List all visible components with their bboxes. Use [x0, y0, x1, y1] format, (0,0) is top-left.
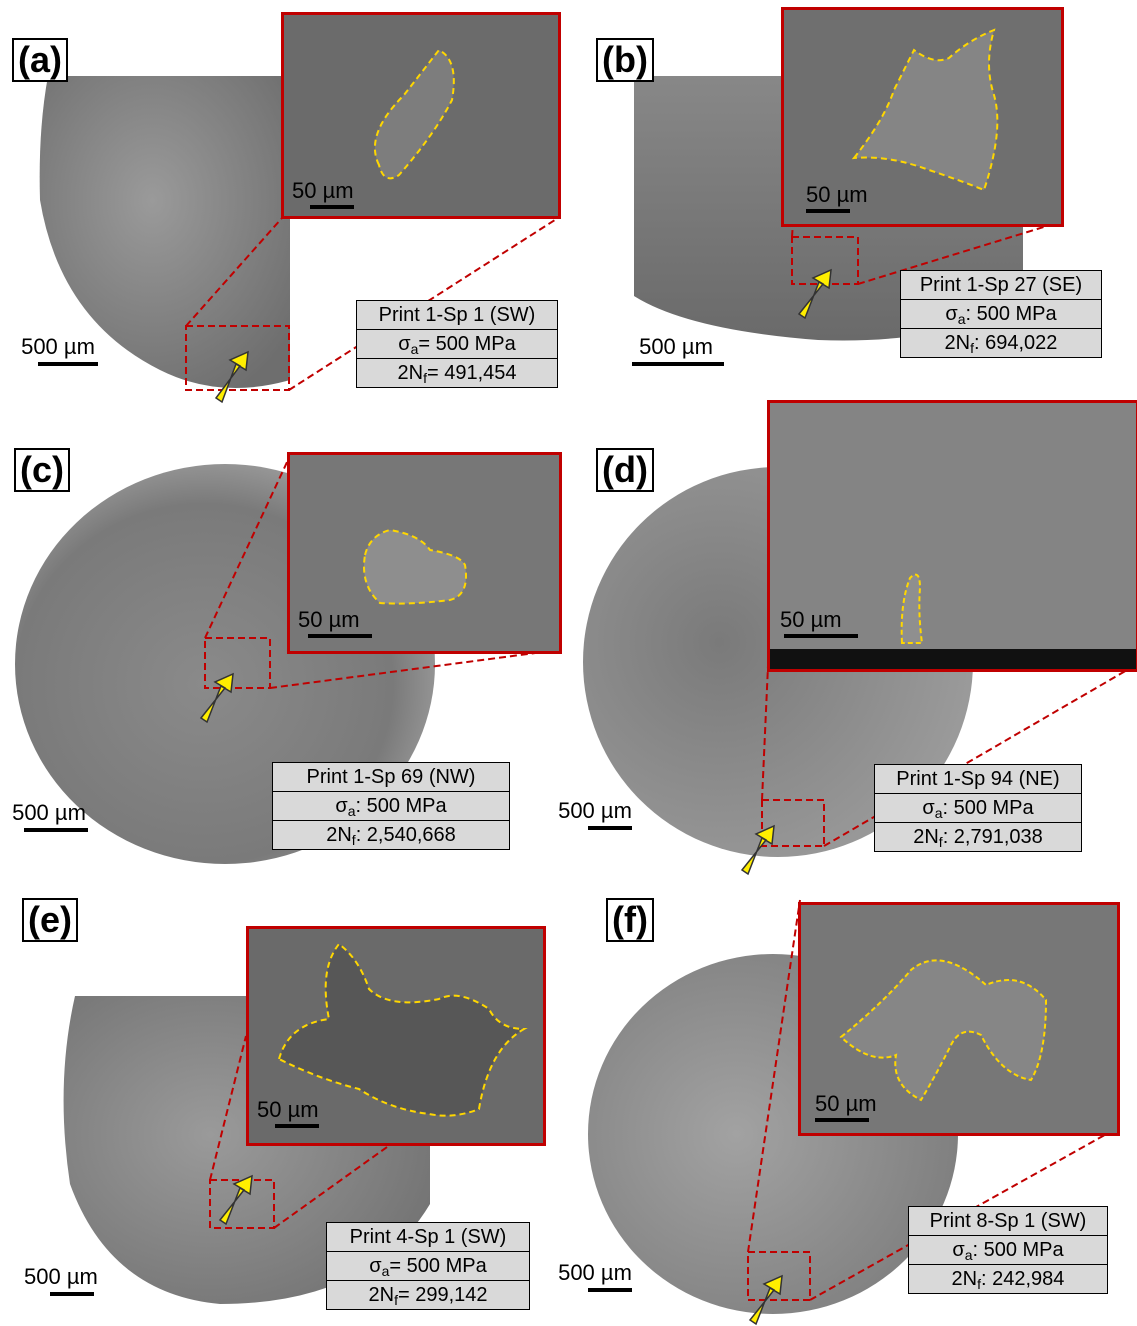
inset-image: 50 µm [281, 12, 561, 219]
specimen-info-box: Print 1-Sp 94 (NE) σa: 500 MPa 2Nf: 2,79… [874, 764, 1082, 852]
specimen-id: Print 1-Sp 1 (SW) [357, 301, 557, 330]
scale-bar: 500 µm [628, 334, 724, 366]
panel-label: (f) [606, 898, 654, 942]
arrow-icon [797, 268, 832, 320]
panel-label: (a) [12, 38, 68, 82]
cycles-to-failure: 2Nf: 2,540,668 [326, 824, 456, 848]
inset-image: 50 µm [798, 902, 1120, 1136]
inset-scale-bar: 50 µm [257, 1097, 319, 1128]
specimen-id: Print 4-Sp 1 (SW) [327, 1223, 529, 1252]
cycles-to-failure: 2Nf: 2,791,038 [913, 826, 1043, 850]
inset-image: 50 µm [246, 926, 546, 1146]
inset-scale-bar: 50 µm [298, 607, 372, 638]
arrow-icon [199, 672, 234, 724]
stress-amplitude: σa: 500 MPa [875, 794, 1081, 823]
panel-c: (c) 500 µm 50 µm Print 1-Sp 69 (NW) σa: … [0, 442, 568, 884]
specimen-info-box: Print 1-Sp 69 (NW) σa: 500 MPa 2Nf: 2,54… [272, 762, 510, 850]
specimen-id: Print 1-Sp 27 (SE) [901, 271, 1101, 300]
inset-scale-bar: 50 µm [780, 607, 858, 638]
arrow-icon [214, 350, 249, 404]
inset-image: 50 µm [767, 400, 1137, 672]
panel-a: (a) 500 µm 50 µm Print 1-Sp 1 (SW) σa= 5… [0, 0, 568, 442]
panel-label: (d) [596, 448, 654, 492]
stress-amplitude: σa: 500 MPa [909, 1236, 1107, 1265]
inset-image: 50 µm [781, 7, 1064, 227]
scale-bar: 500 µm [558, 1260, 632, 1292]
arrow-icon [748, 1274, 783, 1326]
inset-scale-bar: 50 µm [292, 178, 354, 209]
specimen-id: Print 1-Sp 69 (NW) [273, 763, 509, 792]
panel-d: (d) 500 µm 50 µm Print 1-Sp 94 (NE) σa: … [558, 400, 1137, 884]
arrow-icon [218, 1174, 253, 1226]
specimen-info-box: Print 1-Sp 1 (SW) σa= 500 MPa 2Nf= 491,4… [356, 300, 558, 388]
specimen-info-box: Print 1-Sp 27 (SE) σa: 500 MPa 2Nf: 694,… [900, 270, 1102, 358]
panel-label: (b) [596, 38, 654, 82]
specimen-info-box: Print 8-Sp 1 (SW) σa: 500 MPa 2Nf: 242,9… [908, 1206, 1108, 1294]
stress-amplitude: σa: 500 MPa [273, 792, 509, 821]
cycles-to-failure: 2Nf= 299,142 [368, 1284, 488, 1308]
inset-scale-bar: 50 µm [806, 182, 868, 213]
specimen-id: Print 8-Sp 1 (SW) [909, 1207, 1107, 1236]
scale-bar: 500 µm [558, 798, 632, 830]
cycles-to-failure: 2Nf: 694,022 [944, 332, 1058, 356]
panel-b: (b) 500 µm 50 µm Print 1-Sp 27 (SE) σa: … [568, 0, 1136, 442]
stress-amplitude: σa= 500 MPa [327, 1252, 529, 1281]
scale-bar: 500 µm [18, 334, 98, 366]
inset-image: 50 µm [287, 452, 562, 654]
panel-label: (e) [22, 898, 78, 942]
cycles-to-failure: 2Nf= 491,454 [397, 362, 517, 386]
specimen-info-box: Print 4-Sp 1 (SW) σa= 500 MPa 2Nf= 299,1… [326, 1222, 530, 1310]
inset-scale-bar: 50 µm [815, 1091, 877, 1122]
stress-amplitude: σa: 500 MPa [901, 300, 1101, 329]
panel-label: (c) [14, 448, 70, 492]
arrow-icon [740, 824, 775, 876]
scale-bar: 500 µm [10, 800, 88, 832]
cycles-to-failure: 2Nf: 242,984 [951, 1268, 1065, 1292]
stress-amplitude: σa= 500 MPa [357, 330, 557, 359]
panel-f: (f) 500 µm 50 µm Print 8-Sp 1 (SW) σa: 5… [558, 884, 1136, 1326]
specimen-id: Print 1-Sp 94 (NE) [875, 765, 1081, 794]
panel-e: (e) 500 µm 50 µm Print 4-Sp 1 (SW) σa= 5… [0, 884, 568, 1326]
scale-bar: 500 µm [24, 1264, 98, 1296]
